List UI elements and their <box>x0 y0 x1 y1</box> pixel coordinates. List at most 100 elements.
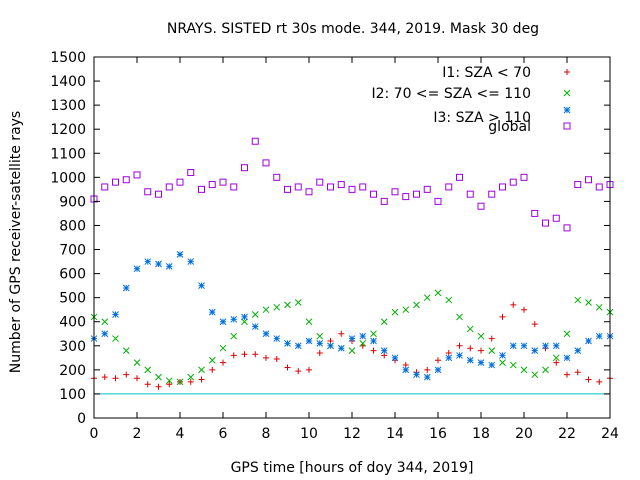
data-point <box>251 311 259 318</box>
data-point <box>509 342 517 350</box>
data-point <box>273 173 281 181</box>
legend-symbol <box>563 89 571 97</box>
data-point <box>520 173 528 181</box>
legend-entry-i2: I2: 70 <= SZA <= 110 <box>371 86 571 102</box>
data-point <box>380 318 388 326</box>
data-point <box>359 340 367 347</box>
data-point <box>348 185 356 193</box>
data-point <box>552 354 560 362</box>
data-point <box>391 188 399 196</box>
y-tick-label: 1300 <box>50 98 86 114</box>
data-point <box>380 197 388 205</box>
data-point <box>284 340 291 347</box>
series-1 <box>90 289 614 386</box>
data-point <box>402 306 410 314</box>
data-point <box>230 352 237 359</box>
y-tick-label: 600 <box>59 267 86 283</box>
legend-marker-i3 <box>563 106 571 114</box>
data-point <box>402 193 410 201</box>
data-point <box>133 359 141 367</box>
data-point <box>176 378 184 386</box>
data-point <box>488 361 496 369</box>
data-point <box>262 330 270 338</box>
x-tick-label: 14 <box>386 426 404 442</box>
data-point <box>155 260 162 268</box>
data-point <box>435 357 441 364</box>
data-point <box>155 373 162 381</box>
data-point <box>166 381 173 388</box>
data-point <box>380 347 388 354</box>
data-point <box>294 299 302 306</box>
data-point <box>456 313 463 321</box>
data-point <box>305 318 313 326</box>
x-tick-label: 24 <box>601 426 619 442</box>
x-tick-label: 2 <box>133 426 142 442</box>
data-point <box>445 354 453 362</box>
y-tick-label: 300 <box>59 339 86 355</box>
y-axis-label: Number of GPS receiver-satellite rays <box>8 111 24 373</box>
data-point <box>595 332 603 340</box>
data-point <box>563 330 571 338</box>
data-point <box>337 344 345 352</box>
data-point <box>456 342 463 349</box>
data-point <box>520 342 528 350</box>
data-point <box>499 359 506 367</box>
x-tick-label: 20 <box>515 426 533 442</box>
data-point <box>262 306 270 314</box>
data-point <box>122 176 130 184</box>
data-point <box>413 190 420 198</box>
data-point <box>208 181 216 189</box>
data-point <box>316 178 324 186</box>
data-point <box>306 366 312 373</box>
data-point <box>198 282 205 289</box>
legend-label-i2: I2: 70 <= SZA <= 110 <box>371 86 531 102</box>
legend-symbol <box>564 69 570 75</box>
data-point <box>499 313 506 320</box>
data-point <box>294 342 302 350</box>
data-point <box>101 374 108 381</box>
data-point <box>553 359 560 366</box>
data-point <box>230 315 238 323</box>
data-point <box>552 214 560 222</box>
data-point <box>499 352 506 359</box>
data-point <box>466 356 474 364</box>
data-point <box>348 347 356 354</box>
data-point <box>316 350 323 357</box>
data-point <box>262 159 270 167</box>
data-point <box>478 347 484 354</box>
data-point <box>155 383 162 390</box>
data-point <box>434 289 442 297</box>
data-point <box>219 344 227 352</box>
data-point <box>391 308 399 316</box>
data-point <box>165 263 173 270</box>
data-point <box>466 325 474 333</box>
x-axis-label: GPS time [hours of doy 344, 2019] <box>231 460 474 476</box>
data-point <box>187 373 195 381</box>
data-point <box>531 209 539 217</box>
data-point <box>563 224 571 232</box>
data-point <box>252 351 259 358</box>
data-point <box>327 342 334 350</box>
data-point <box>165 377 173 385</box>
legend-symbol <box>563 122 571 130</box>
data-point <box>456 352 463 359</box>
data-point <box>241 351 248 358</box>
y-tick-label: 400 <box>59 315 86 331</box>
y-tick-label: 0 <box>77 411 86 427</box>
data-point <box>327 183 334 191</box>
axis-layer: 0 2 4 6 8 10 12 14 16 18 20 22 240100200300400500600… <box>50 50 619 442</box>
data-point <box>316 332 324 340</box>
data-point <box>370 190 377 198</box>
data-point <box>241 164 248 172</box>
data-point <box>477 359 485 367</box>
data-point <box>123 371 130 378</box>
data-point <box>209 366 216 373</box>
data-point <box>585 299 592 306</box>
data-point <box>370 330 377 338</box>
y-tick-label: 200 <box>59 363 86 379</box>
data-point <box>370 347 377 354</box>
data-point <box>251 137 259 145</box>
data-point <box>445 183 453 191</box>
data-point <box>434 197 442 205</box>
data-point <box>488 347 496 354</box>
